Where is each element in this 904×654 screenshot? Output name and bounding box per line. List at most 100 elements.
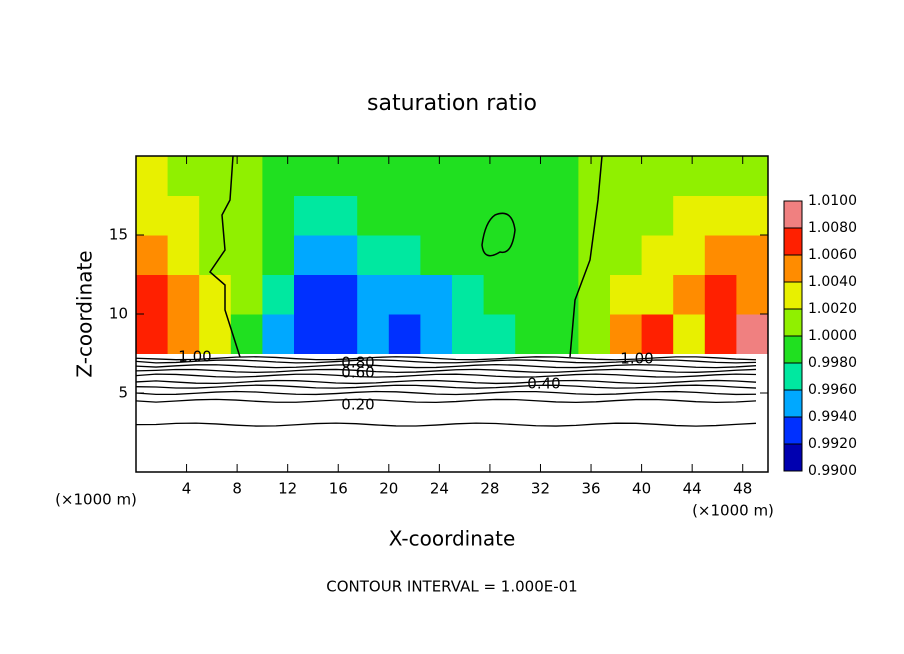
field-cell [578, 156, 611, 196]
field-cell [452, 235, 485, 275]
field-cell [325, 314, 358, 354]
field-cell [736, 314, 769, 354]
field-cell [357, 195, 390, 236]
field-cell [357, 314, 390, 354]
field-cell [136, 156, 169, 196]
x-tick-label: 12 [278, 480, 297, 498]
field-cell [483, 156, 516, 196]
y-unit-label: (×1000 m) [692, 502, 774, 520]
contour-line [135, 379, 757, 385]
contour-label: 0.20 [341, 396, 374, 414]
field-cell [420, 156, 453, 196]
contour-line [135, 384, 757, 389]
field-cell [483, 314, 516, 354]
field-cell [641, 235, 674, 275]
y-axis-label: Z-coordinate [73, 250, 97, 377]
field-cell [546, 314, 579, 354]
field-cell [546, 235, 579, 275]
field-cell [167, 156, 200, 196]
x-tick-label: 20 [379, 480, 398, 498]
y-tick-label: 5 [118, 384, 128, 402]
field-cell [388, 156, 421, 196]
field-cell [325, 235, 358, 275]
x-tick-label: 40 [632, 480, 651, 498]
colorbar-tick-label: 1.0040 [808, 274, 857, 290]
contour-line [135, 373, 757, 378]
field-cell [388, 235, 421, 275]
field-cell [420, 274, 453, 315]
field-cell [515, 274, 548, 315]
x-unit-label: (×1000 m) [55, 491, 137, 509]
field-cell [515, 235, 548, 275]
field-cell [420, 195, 453, 236]
field-cell [452, 156, 485, 196]
field-cell [452, 274, 485, 315]
field-cell [199, 156, 232, 196]
contour-line [135, 390, 757, 396]
field-cell [167, 195, 200, 236]
field-cell [294, 274, 327, 315]
field-cell [357, 235, 390, 275]
field-cell [230, 195, 263, 236]
colorbar-tick-label: 1.0080 [808, 220, 857, 236]
y-tick-label: 10 [109, 305, 128, 323]
x-tick-label: 24 [430, 480, 449, 498]
field-cell [704, 156, 737, 196]
colorbar-tick-label: 0.9980 [808, 355, 857, 371]
colorbar-swatch [784, 282, 802, 309]
contour-line [135, 363, 757, 369]
field-cell [136, 274, 169, 315]
colorbar-tick-label: 1.0100 [808, 193, 857, 209]
field-cell [515, 156, 548, 196]
field-cell [641, 274, 674, 315]
field-cell [641, 314, 674, 354]
field-cell [294, 314, 327, 354]
field-cell [199, 195, 232, 236]
contour-line [135, 398, 757, 404]
field-cell [230, 156, 263, 196]
field-cell [452, 314, 485, 354]
field-cell [673, 235, 706, 275]
colorbar-swatch [784, 201, 802, 228]
field-cell [230, 314, 263, 354]
field-cell [704, 235, 737, 275]
field-cell [610, 235, 643, 275]
field-cell [673, 274, 706, 315]
field-cell [704, 195, 737, 236]
field-cell [388, 274, 421, 315]
x-axis-label: X-coordinate [389, 527, 516, 551]
x-tick-label: 36 [581, 480, 600, 498]
y-tick-label: 15 [109, 226, 128, 244]
x-tick-label: 4 [182, 480, 192, 498]
field-cell [325, 156, 358, 196]
chart-title: saturation ratio [367, 91, 537, 116]
colorbar-swatch [784, 444, 802, 471]
field-layer [136, 156, 769, 354]
field-cell [704, 274, 737, 315]
colorbar-tick-label: 0.9960 [808, 382, 857, 398]
colorbar-swatch [784, 336, 802, 363]
colorbar-tick-label: 1.0000 [808, 328, 857, 344]
field-cell [230, 235, 263, 275]
field-cell [136, 195, 169, 236]
field-cell [262, 274, 295, 315]
field-cell [578, 274, 611, 315]
field-cell [546, 195, 579, 236]
field-cell [420, 314, 453, 354]
x-tick-label: 8 [232, 480, 242, 498]
field-cell [610, 314, 643, 354]
field-cell [199, 235, 232, 275]
contour-label: 0.40 [527, 375, 560, 393]
field-cell [610, 274, 643, 315]
x-tick-label: 28 [480, 480, 499, 498]
footer-note: CONTOUR INTERVAL = 1.000E-01 [326, 578, 577, 596]
contour-line [135, 368, 757, 374]
field-cell [199, 314, 232, 354]
field-cell [199, 274, 232, 315]
field-cell [230, 274, 263, 315]
field-cell [325, 274, 358, 315]
colorbar-swatch [784, 228, 802, 255]
field-cell [388, 314, 421, 354]
field-cell [736, 156, 769, 196]
